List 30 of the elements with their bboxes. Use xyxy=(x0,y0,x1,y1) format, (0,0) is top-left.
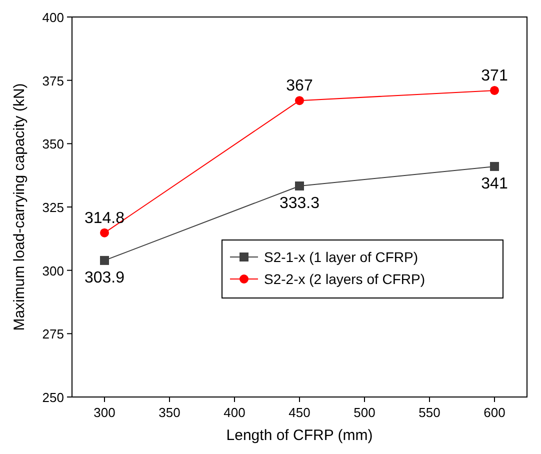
point xyxy=(295,96,304,106)
data-label: 371 xyxy=(481,67,508,84)
data-label: 333.3 xyxy=(279,194,320,212)
data-label: 314.8 xyxy=(84,210,125,227)
x-tick-label: 300 xyxy=(94,405,116,420)
point xyxy=(295,181,304,190)
legend-label: S2-2-x (2 layers of CFRP) xyxy=(264,271,426,287)
data-label: 367 xyxy=(286,78,313,95)
y-tick-label: 350 xyxy=(42,136,64,152)
x-tick-label: 500 xyxy=(354,405,376,420)
point xyxy=(490,162,499,171)
x-tick-label: 350 xyxy=(158,405,180,420)
data-label: 341 xyxy=(481,175,508,192)
y-tick-label: 400 xyxy=(42,10,64,25)
point xyxy=(100,256,109,265)
y-tick-label: 300 xyxy=(42,263,64,278)
y-tick-label: 325 xyxy=(42,200,64,215)
x-tick-label: 400 xyxy=(224,405,246,420)
data-label: 303.9 xyxy=(84,269,125,286)
x-tick-label: 600 xyxy=(484,405,506,420)
y-tick-label: 275 xyxy=(42,326,64,342)
y-axis-title: Maximum load-carrying capacity (kN) xyxy=(11,83,28,331)
x-axis-title: Length of CFRP (mm) xyxy=(226,427,373,444)
y-tick-label: 250 xyxy=(42,390,64,405)
legend-label: S2-1-x (1 layer of CFRP) xyxy=(264,249,418,265)
point xyxy=(490,86,499,95)
point xyxy=(100,228,109,238)
y-tick-label: 375 xyxy=(42,73,64,88)
x-tick-label: 550 xyxy=(418,405,440,420)
x-tick-label: 450 xyxy=(288,405,310,420)
